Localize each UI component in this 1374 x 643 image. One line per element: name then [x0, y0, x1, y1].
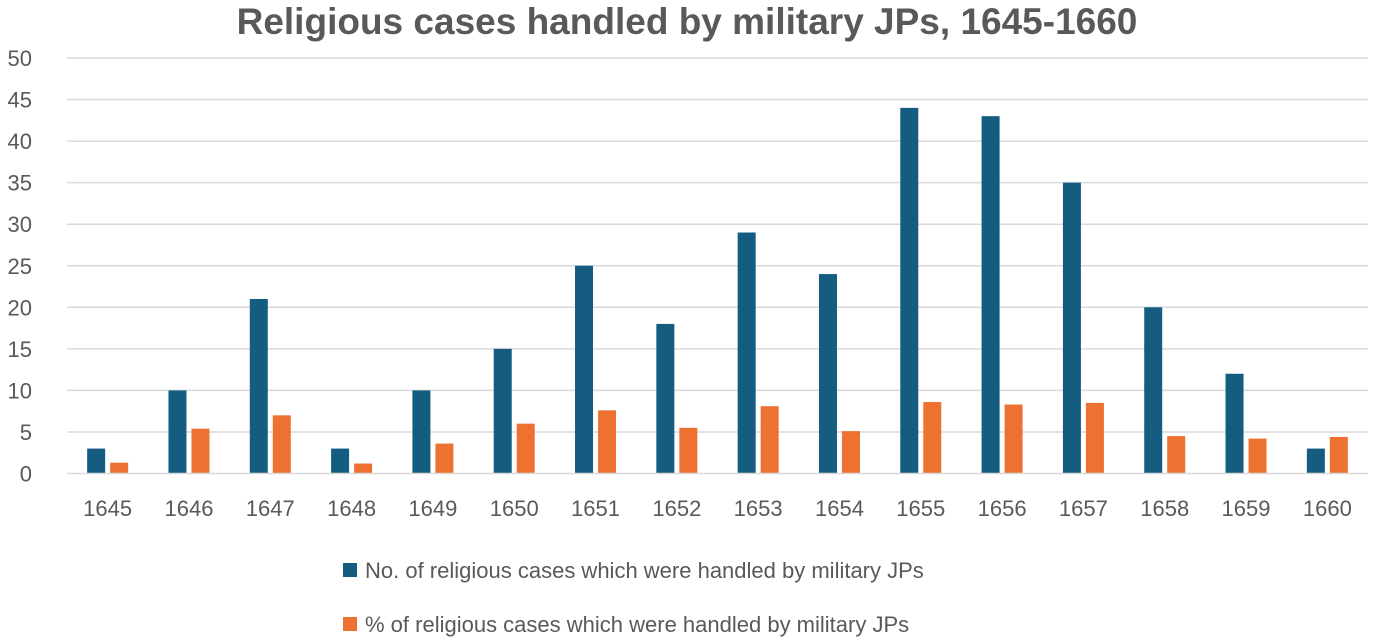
bar-count-1651 — [575, 265, 594, 474]
bar-count-1660 — [1306, 448, 1325, 474]
y-tick-label: 20 — [8, 295, 32, 320]
bar-count-1657 — [1062, 182, 1081, 474]
bar-percent-1647 — [272, 415, 291, 474]
bar-percent-1650 — [516, 423, 535, 474]
bar-percent-1660 — [1329, 436, 1348, 474]
x-axis-ticks: 1645 1646 1647 1648 1649 1650 1651 1652 1653 1654… — [83, 496, 1352, 521]
x-tick-label: 1650 — [490, 496, 539, 521]
bar-count-1656 — [981, 116, 1000, 474]
bar-count-1647 — [249, 298, 268, 474]
x-tick-label: 1660 — [1303, 496, 1352, 521]
x-tick-label: 1646 — [164, 496, 213, 521]
gridlines — [67, 57, 1368, 433]
x-tick-label: 1649 — [408, 496, 457, 521]
y-tick-label: 45 — [8, 88, 32, 113]
bar-percent-1649 — [435, 443, 454, 474]
bar-count-1650 — [493, 348, 512, 474]
bar-percent-1657 — [1085, 402, 1104, 474]
bar-count-1658 — [1144, 307, 1163, 474]
bar-count-1653 — [737, 232, 756, 474]
x-tick-label: 1648 — [327, 496, 376, 521]
x-tick-label: 1659 — [1222, 496, 1271, 521]
legend-entry-percent: % of religious cases which were handled … — [343, 612, 909, 637]
bar-percent-1653 — [760, 406, 779, 474]
legend-swatch-percent — [343, 617, 357, 631]
x-tick-label: 1656 — [978, 496, 1027, 521]
bars — [87, 107, 1348, 474]
y-tick-label: 15 — [8, 337, 32, 362]
bar-percent-1648 — [354, 463, 373, 474]
bar-percent-1655 — [923, 402, 942, 474]
x-tick-label: 1655 — [896, 496, 945, 521]
bar-count-1646 — [168, 390, 187, 474]
bar-percent-1658 — [1167, 436, 1186, 474]
x-tick-label: 1653 — [734, 496, 783, 521]
y-tick-label: 30 — [8, 212, 32, 237]
bar-percent-1652 — [679, 427, 698, 474]
bar-count-1654 — [818, 274, 837, 474]
x-tick-label: 1651 — [571, 496, 620, 521]
x-tick-label: 1657 — [1059, 496, 1108, 521]
bar-percent-1651 — [598, 410, 617, 474]
legend: No. of religious cases which were handle… — [343, 558, 924, 637]
bar-percent-1656 — [1004, 404, 1023, 474]
x-tick-label: 1647 — [246, 496, 295, 521]
bar-count-1655 — [900, 107, 919, 474]
x-tick-label: 1658 — [1140, 496, 1189, 521]
bar-percent-1646 — [191, 428, 210, 474]
y-tick-label: 0 — [20, 462, 32, 487]
y-tick-label: 5 — [20, 420, 32, 445]
y-tick-label: 10 — [8, 378, 32, 403]
legend-entry-count: No. of religious cases which were handle… — [343, 558, 924, 583]
x-tick-label: 1654 — [815, 496, 864, 521]
bar-count-1652 — [656, 323, 675, 474]
chart-title: Religious cases handled by military JPs,… — [237, 1, 1138, 42]
legend-label-count: No. of religious cases which were handle… — [365, 558, 924, 583]
y-tick-label: 40 — [8, 129, 32, 154]
y-tick-label: 25 — [8, 254, 32, 279]
legend-label-percent: % of religious cases which were handled … — [365, 612, 909, 637]
y-axis-ticks: 0 5 10 15 20 25 30 35 40 45 50 — [8, 46, 32, 487]
y-tick-label: 50 — [8, 46, 32, 71]
bar-count-1648 — [331, 448, 350, 474]
bar-percent-1654 — [841, 431, 860, 474]
bar-count-1645 — [87, 448, 106, 474]
y-tick-label: 35 — [8, 171, 32, 196]
x-tick-label: 1652 — [652, 496, 701, 521]
x-tick-label: 1645 — [83, 496, 132, 521]
legend-swatch-count — [343, 563, 357, 577]
bar-percent-1645 — [110, 462, 129, 474]
bar-count-1659 — [1225, 373, 1244, 474]
bar-percent-1659 — [1248, 438, 1267, 474]
bar-count-1649 — [412, 390, 431, 474]
